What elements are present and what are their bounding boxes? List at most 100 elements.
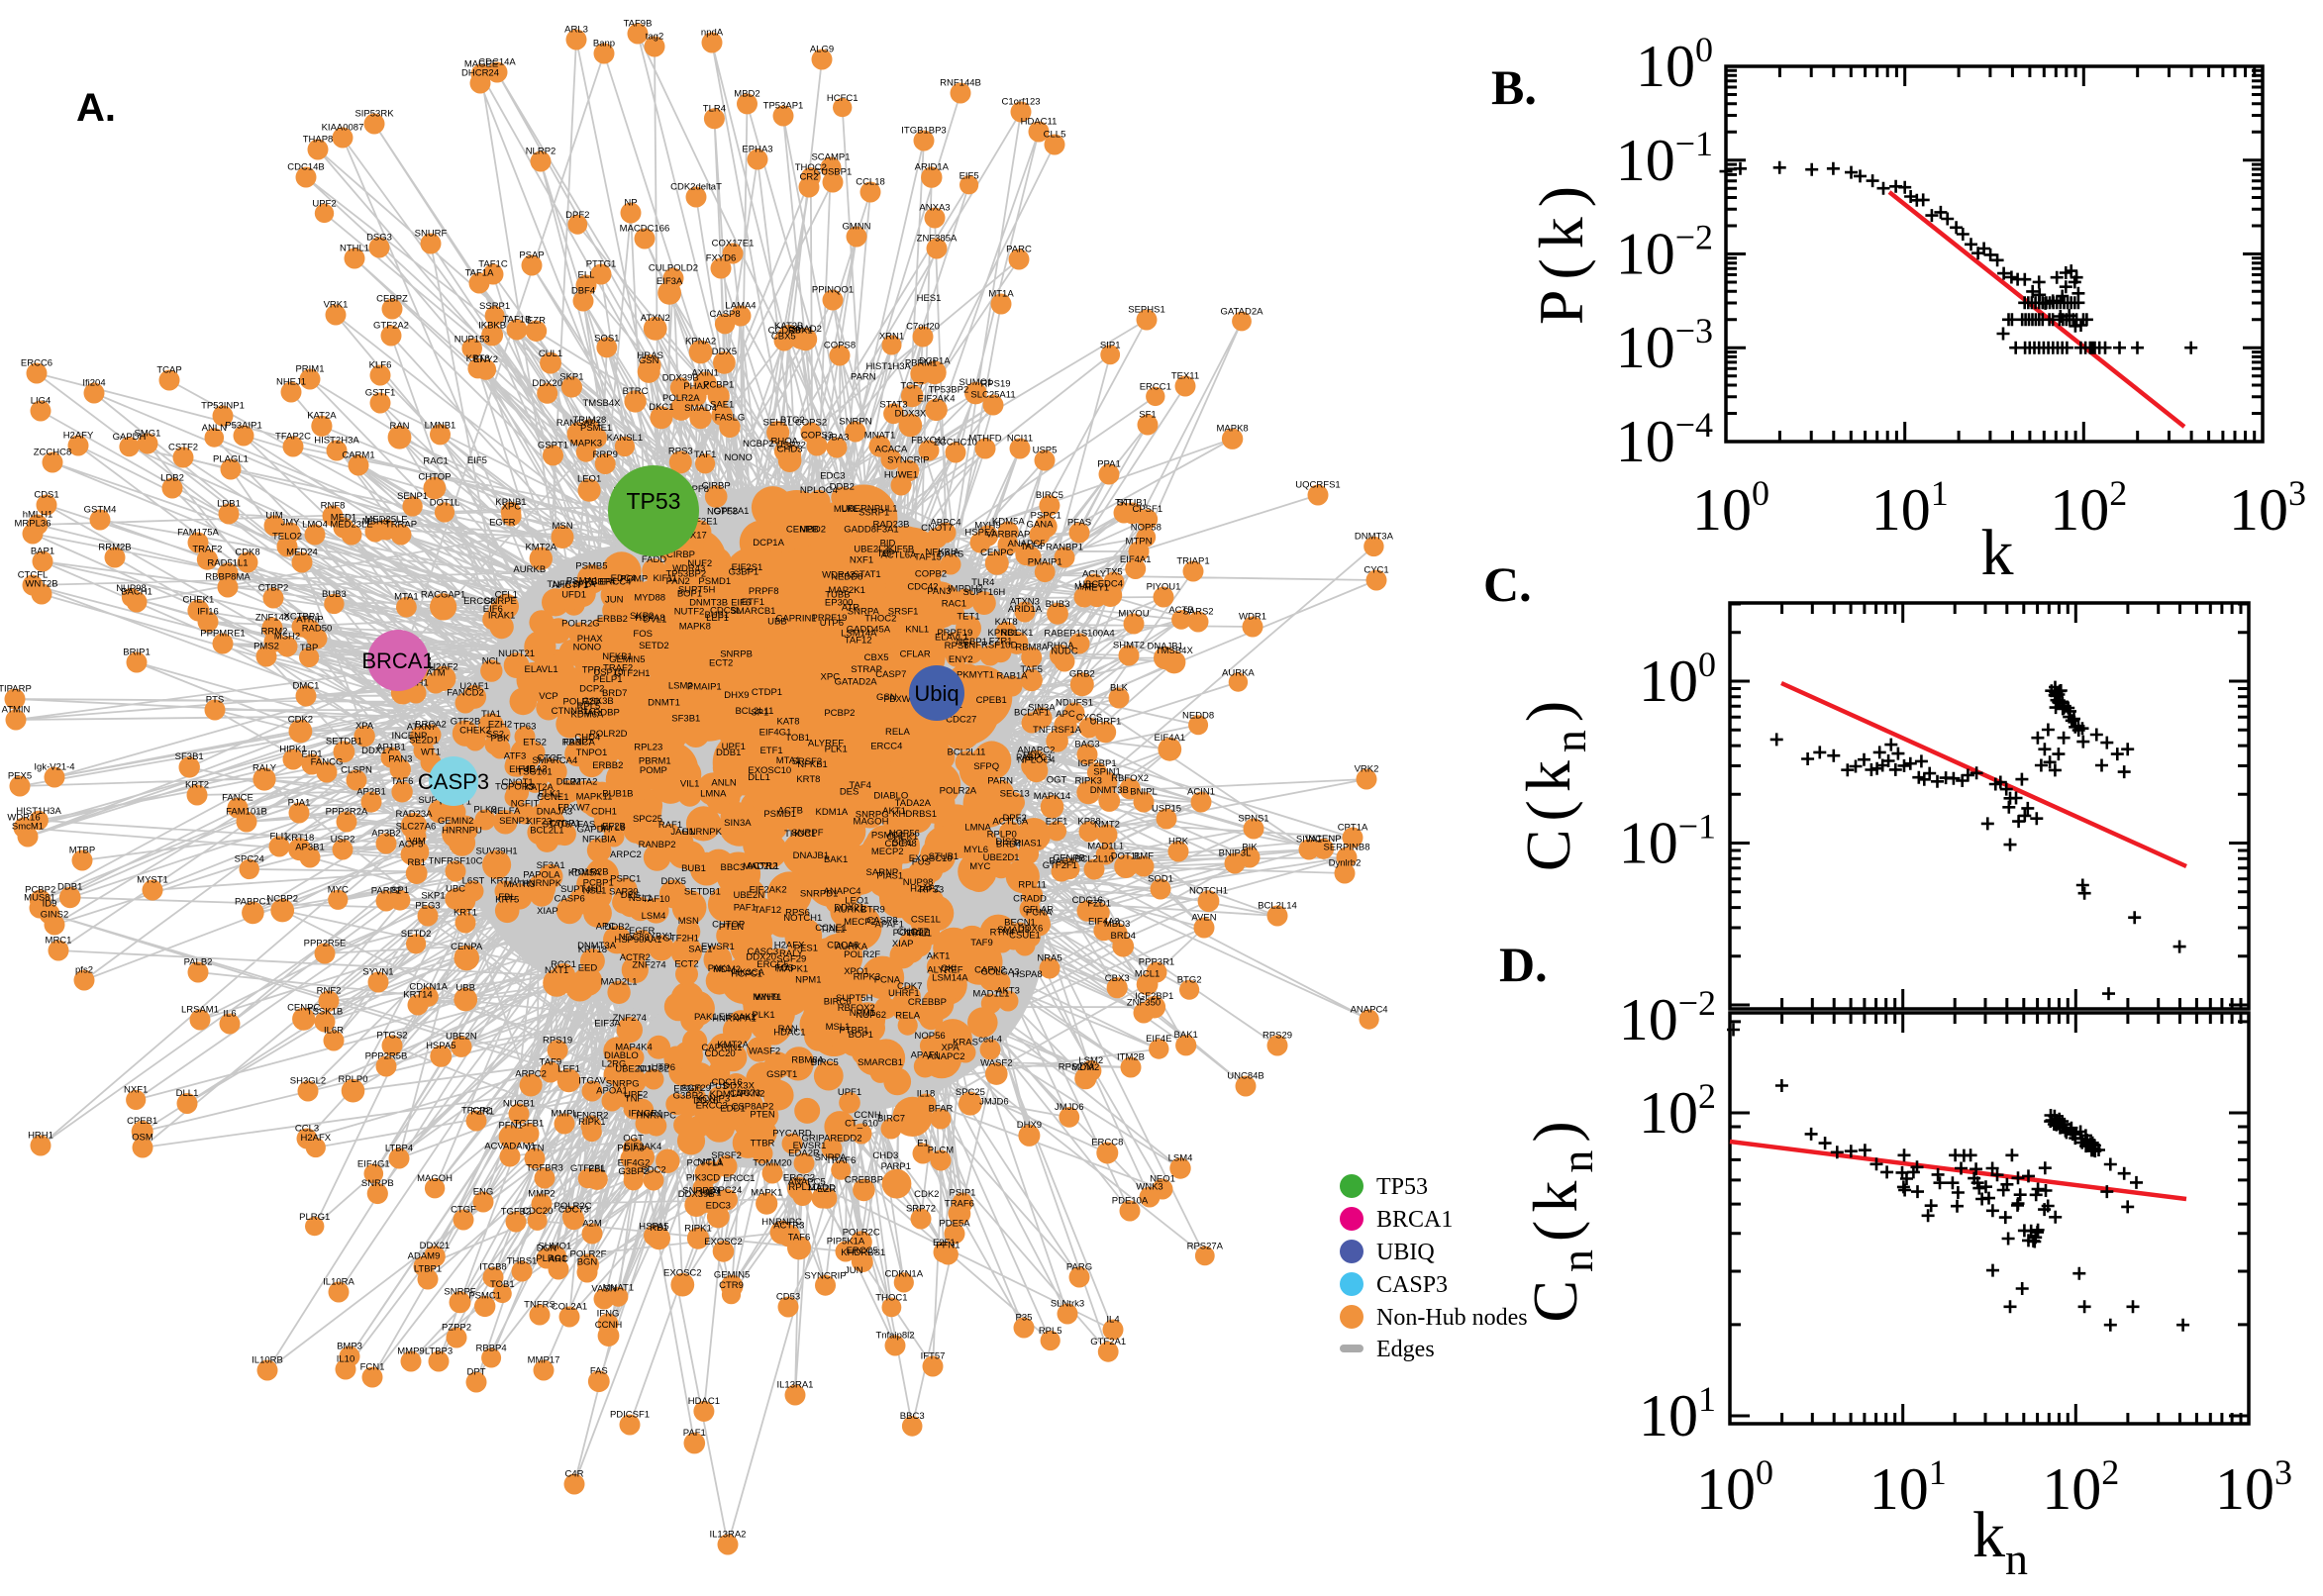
svg-text:FCN1: FCN1 — [360, 1362, 385, 1373]
svg-text:TGFBR3: TGFBR3 — [526, 1163, 562, 1174]
svg-text:TPR: TPR — [582, 665, 601, 676]
svg-text:H2AFZ: H2AFZ — [910, 883, 940, 894]
svg-text:PRPF8: PRPF8 — [749, 586, 779, 597]
svg-text:CNOT7: CNOT7 — [897, 927, 929, 938]
svg-text:CCDC5: CCDC5 — [768, 326, 801, 337]
svg-text:Ubiq: Ubiq — [914, 681, 959, 706]
svg-text:VASN: VASN — [591, 1284, 616, 1295]
svg-text:BECN1: BECN1 — [1004, 918, 1036, 929]
svg-text:TP53BP2: TP53BP2 — [665, 568, 706, 579]
svg-text:PIAS1: PIAS1 — [876, 871, 903, 882]
svg-text:ZNF274: ZNF274 — [632, 959, 665, 970]
svg-text:DNMT3A: DNMT3A — [577, 941, 617, 951]
svg-text:ABPC4: ABPC4 — [930, 518, 960, 529]
svg-text:UBE2D1: UBE2D1 — [983, 852, 1020, 863]
svg-text:THOC1: THOC1 — [875, 1293, 907, 1304]
svg-text:UBB: UBB — [455, 983, 475, 994]
svg-text:ANXA3: ANXA3 — [919, 203, 950, 214]
svg-text:CENPB: CENPB — [1053, 853, 1085, 864]
svg-text:EZH2: EZH2 — [488, 720, 512, 731]
svg-text:LSM4: LSM4 — [1168, 1152, 1193, 1163]
svg-text:LIG4: LIG4 — [31, 396, 51, 407]
svg-text:DDX5: DDX5 — [661, 876, 686, 887]
svg-text:RELA: RELA — [895, 1011, 920, 1022]
svg-text:CTBP2: CTBP2 — [258, 583, 289, 594]
svg-text:CTDP1: CTDP1 — [550, 819, 580, 830]
svg-text:NEDD8: NEDD8 — [831, 572, 862, 583]
svg-text:CENPC: CENPC — [980, 548, 1013, 558]
svg-text:GSPT1: GSPT1 — [538, 440, 568, 450]
svg-text:NUCB1: NUCB1 — [503, 1099, 535, 1110]
svg-text:CYC1: CYC1 — [1364, 565, 1388, 576]
svg-text:RANBP1: RANBP1 — [1046, 543, 1083, 553]
svg-text:SUPT16H: SUPT16H — [963, 587, 1006, 598]
svg-text:VARBRAP: VARBRAP — [986, 530, 1031, 541]
svg-text:RPS29: RPS29 — [1262, 1031, 1292, 1042]
svg-text:RBFOX2: RBFOX2 — [1111, 773, 1149, 784]
svg-text:XPC: XPC — [821, 671, 841, 682]
svg-text:HNRNPK: HNRNPK — [682, 827, 723, 838]
svg-text:IL10RB: IL10RB — [252, 1355, 283, 1366]
svg-text:BUB1: BUB1 — [681, 863, 706, 874]
svg-text:TIPARP: TIPARP — [0, 684, 32, 695]
svg-text:BAK1: BAK1 — [824, 854, 848, 865]
svg-text:LMO4: LMO4 — [302, 520, 328, 531]
svg-text:PTEN: PTEN — [719, 922, 744, 933]
svg-text:NXF1: NXF1 — [124, 1085, 148, 1096]
svg-text:SNRPG: SNRPG — [606, 1078, 640, 1089]
svg-text:GTF2F1: GTF2F1 — [570, 1163, 605, 1174]
svg-text:FBXO11: FBXO11 — [911, 436, 947, 447]
svg-text:MAPK3: MAPK3 — [570, 438, 602, 449]
svg-text:ELK1: ELK1 — [538, 789, 560, 800]
svg-text:DBF4: DBF4 — [571, 286, 595, 297]
svg-text:ADAM9: ADAM9 — [408, 1251, 441, 1262]
svg-text:MACDC166: MACDC166 — [620, 224, 670, 235]
svg-text:IL2: IL2 — [562, 777, 575, 788]
svg-text:TAF1A: TAF1A — [465, 268, 495, 279]
svg-text:TRIAP1: TRIAP1 — [1176, 556, 1209, 567]
svg-text:TAF1: TAF1 — [694, 449, 717, 460]
svg-text:ELAVL1: ELAVL1 — [525, 664, 558, 675]
svg-text:UBERNPUL1: UBERNPUL1 — [841, 504, 897, 515]
svg-text:MED23LE: MED23LE — [330, 520, 372, 531]
svg-text:BCL2L11: BCL2L11 — [948, 747, 986, 757]
svg-text:k: k — [1981, 517, 2014, 589]
svg-text:NONO: NONO — [573, 642, 602, 652]
svg-text:CENPB: CENPB — [786, 524, 819, 535]
svg-text:PARP1: PARP1 — [881, 1161, 911, 1172]
svg-text:SP1: SP1 — [751, 708, 768, 719]
svg-text:CASP6: CASP6 — [555, 894, 585, 905]
svg-text:SDC2: SDC2 — [641, 1165, 665, 1176]
svg-text:SLC27A6: SLC27A6 — [396, 822, 437, 833]
svg-text:C1orf123: C1orf123 — [1001, 97, 1040, 108]
svg-text:DDX39B: DDX39B — [662, 372, 699, 383]
svg-text:PTBP1: PTBP1 — [839, 1026, 868, 1037]
svg-text:MAPK11: MAPK11 — [576, 792, 613, 803]
svg-text:ERBB2: ERBB2 — [592, 760, 623, 771]
svg-text:RRP9: RRP9 — [593, 449, 618, 460]
svg-text:TAF9: TAF9 — [540, 1056, 562, 1067]
svg-text:PMAIP1: PMAIP1 — [687, 682, 722, 693]
svg-text:EXOSC2: EXOSC2 — [663, 1268, 702, 1279]
svg-text:NUDT21: NUDT21 — [498, 648, 535, 659]
svg-text:XPC: XPC — [502, 501, 522, 512]
svg-text:ETF1: ETF1 — [759, 746, 782, 756]
svg-text:TNFRSF1A: TNFRSF1A — [547, 579, 596, 590]
svg-text:HRAS: HRAS — [637, 350, 662, 361]
svg-text:IFNGR1: IFNGR1 — [629, 1109, 663, 1120]
svg-text:MDM2: MDM2 — [713, 964, 741, 975]
svg-text:LSM14A: LSM14A — [932, 973, 968, 984]
svg-text:NXF1: NXF1 — [850, 555, 873, 566]
svg-text:DDX20: DDX20 — [746, 951, 776, 962]
svg-text:BLK: BLK — [1110, 683, 1129, 694]
svg-text:FBXW7: FBXW7 — [883, 694, 916, 705]
svg-text:CDK2: CDK2 — [288, 715, 313, 726]
svg-text:102: 102 — [2050, 473, 2127, 543]
svg-text:APC: APC — [596, 922, 616, 933]
svg-text:SMAD3: SMAD3 — [997, 925, 1030, 936]
svg-text:AP2B1: AP2B1 — [356, 787, 386, 798]
svg-text:ACTL6A: ACTL6A — [880, 550, 917, 561]
svg-text:SLNtrk3: SLNtrk3 — [1051, 1299, 1084, 1310]
svg-text:VTN: VTN — [526, 1144, 545, 1154]
svg-text:HUWE1: HUWE1 — [884, 470, 918, 481]
